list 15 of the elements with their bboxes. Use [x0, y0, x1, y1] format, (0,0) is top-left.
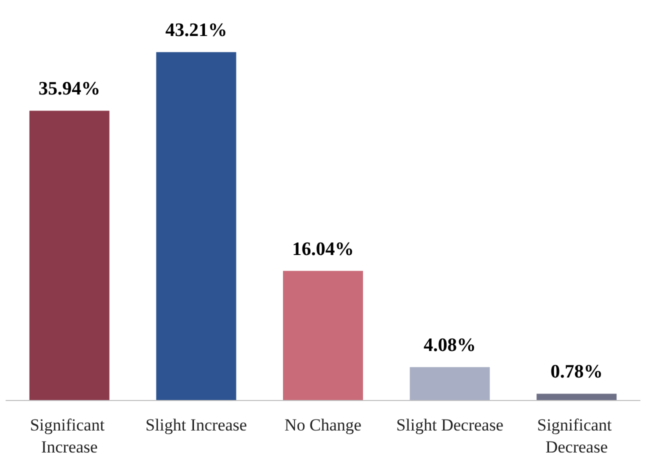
data-label: 35.94% — [38, 78, 100, 100]
data-label: 16.04% — [292, 238, 354, 260]
data-label: 0.78% — [550, 362, 603, 383]
x-tick-label: Significant Decrease — [537, 416, 616, 456]
data-label: 4.08% — [424, 335, 476, 356]
bar — [156, 52, 236, 400]
x-tick-label: Significant Increase — [30, 416, 109, 456]
x-tick-label: Slight Increase — [145, 416, 247, 434]
x-tick-label: Slight Decrease — [396, 416, 504, 434]
bar — [283, 270, 363, 400]
bar — [536, 394, 617, 400]
bar — [410, 367, 490, 400]
x-tick-label: No Change — [284, 416, 362, 434]
data-label: 43.21% — [165, 20, 228, 42]
bar — [29, 110, 110, 400]
